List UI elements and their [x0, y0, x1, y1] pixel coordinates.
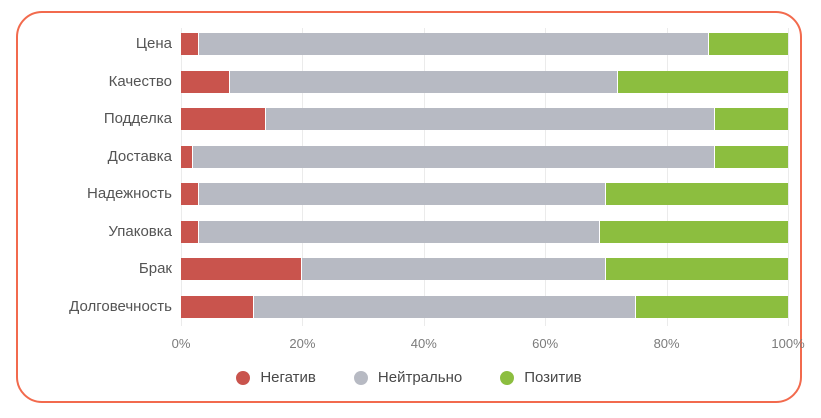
x-axis-tick-label: 40%: [410, 336, 437, 351]
bar-segment: [302, 258, 606, 280]
bar-segment: [715, 108, 788, 130]
bar-segment: [199, 220, 600, 243]
bar-row: [181, 295, 788, 318]
bar-segment: [181, 108, 266, 130]
bar-row: [181, 70, 788, 93]
bar-segment: [181, 33, 200, 55]
bar-row: [181, 258, 788, 280]
bar-segment: [253, 295, 637, 318]
category-label: Качество: [108, 72, 172, 90]
gridline: [545, 28, 547, 326]
legend-label: Негатив: [260, 369, 316, 386]
legend-swatch-icon: [500, 370, 515, 385]
bar-segment: [636, 295, 788, 318]
bar-segment: [181, 183, 200, 205]
category-label: Упаковка: [108, 222, 172, 240]
legend-label: Позитив: [524, 369, 582, 386]
bar-row: [181, 33, 788, 55]
category-label: Долговечность: [69, 297, 172, 315]
legend-swatch-icon: [353, 370, 368, 385]
bar-row: [181, 145, 788, 168]
x-axis-tick-label: 20%: [289, 336, 316, 351]
plot-area: [181, 28, 789, 326]
bar-row: [181, 183, 788, 205]
bar-segment: [229, 70, 619, 93]
bar-segment: [199, 33, 710, 55]
gridline: [666, 28, 668, 326]
x-axis-tick-label: 80%: [653, 336, 680, 351]
gridline: [423, 28, 425, 326]
legend-label: Нейтрально: [377, 369, 463, 386]
category-label: Надежность: [87, 185, 172, 202]
gridline: [302, 28, 304, 326]
legend: Негатив Нейтрально Позитив: [16, 369, 802, 386]
bar-segment: [181, 145, 194, 168]
bar-segment: [605, 183, 788, 205]
legend-item: Позитив: [500, 369, 582, 386]
chart-frame-border: [16, 11, 802, 403]
gridline: [788, 28, 789, 326]
bar-segment: [599, 220, 788, 243]
legend-swatch-icon: [236, 370, 251, 385]
bar-segment: [265, 108, 716, 130]
bar-segment: [181, 220, 200, 243]
bar-segment: [181, 258, 303, 280]
bar-row: [181, 220, 788, 243]
x-axis-tick-label: 0%: [171, 336, 191, 351]
bar-row: [181, 108, 788, 130]
bar-segment: [193, 145, 716, 168]
bar-segment: [715, 145, 788, 168]
bar-segment: [709, 33, 788, 55]
category-label: Цена: [135, 35, 172, 52]
category-label: Подделка: [103, 110, 172, 127]
legend-item: Негатив: [236, 369, 316, 386]
bar-segment: [618, 70, 788, 93]
bar-segment: [605, 258, 788, 280]
bar-segment: [181, 70, 230, 93]
gridline: [181, 28, 182, 326]
x-axis-tick-label: 100%: [771, 336, 805, 351]
bar-segment: [199, 183, 606, 205]
category-label: Брак: [138, 260, 172, 277]
bar-segment: [181, 295, 254, 318]
category-label: Доставка: [107, 147, 172, 165]
x-axis-tick-label: 60%: [532, 336, 559, 351]
legend-item: Нейтрально: [353, 369, 463, 386]
